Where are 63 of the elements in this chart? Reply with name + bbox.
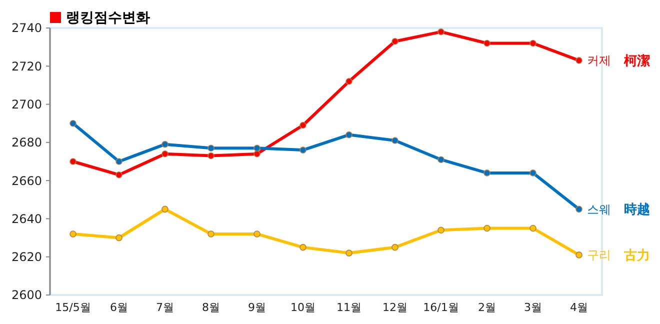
text: 古力 [623,248,650,264]
point [162,150,168,158]
series-label: 스웨 [587,202,611,216]
point [116,171,122,178]
y-tick-label: 2640 [11,212,42,226]
point [70,230,76,238]
point [300,244,306,251]
point [254,230,260,238]
x-tick-label: 7월 [156,301,174,314]
point [208,144,214,152]
point [346,131,352,138]
point [254,144,260,152]
text: 柯潔 [623,54,650,69]
point [484,224,490,232]
text: 時越 [624,202,650,218]
point [392,38,398,45]
x-tick-label: 16/1월 [423,301,459,314]
point [484,170,490,176]
point [254,150,260,158]
point [162,140,168,148]
point [530,170,536,176]
point [208,230,214,238]
series-label: 구리 [587,248,611,262]
point [392,137,398,144]
y-tick-label: 2700 [11,97,42,112]
x-tick-label: 8월 [202,301,220,314]
y-tick-label: 2740 [11,21,42,36]
x-tick-label: 2월 [478,301,496,314]
point [70,120,76,127]
y-tick-label: 2720 [11,59,42,74]
point [300,146,306,154]
y-tick-label: 2620 [11,250,42,264]
point [346,250,352,256]
point [346,78,352,85]
x-tick-label: 12월 [382,301,408,314]
y-tick-label: 2660 [11,174,42,188]
y-tick-label: 2680 [11,136,42,150]
point [438,226,444,234]
point [576,57,582,64]
point [392,244,398,251]
point [576,206,582,213]
x-tick-label: 10월 [290,301,316,314]
x-tick-label: 15/5월 [55,301,91,314]
point [438,28,444,36]
point [162,206,168,213]
x-tick-label: 9월 [248,301,266,314]
chart-title: 랭킹점수변화 [66,10,150,26]
point [116,158,122,165]
point [70,158,76,165]
x-tick-label: 6월 [110,301,128,314]
point [530,224,536,232]
point [300,122,306,129]
point [208,152,214,160]
point [530,40,536,47]
point [438,156,444,163]
y-tick-label: 2600 [11,288,42,302]
x-tick-label: 4월 [570,301,588,314]
x-tick-label: 11월 [336,301,362,314]
point [576,252,582,258]
series-label: 커제 [587,54,611,68]
point [484,40,490,47]
x-tick-label: 3월 [524,301,542,314]
point [116,234,122,242]
